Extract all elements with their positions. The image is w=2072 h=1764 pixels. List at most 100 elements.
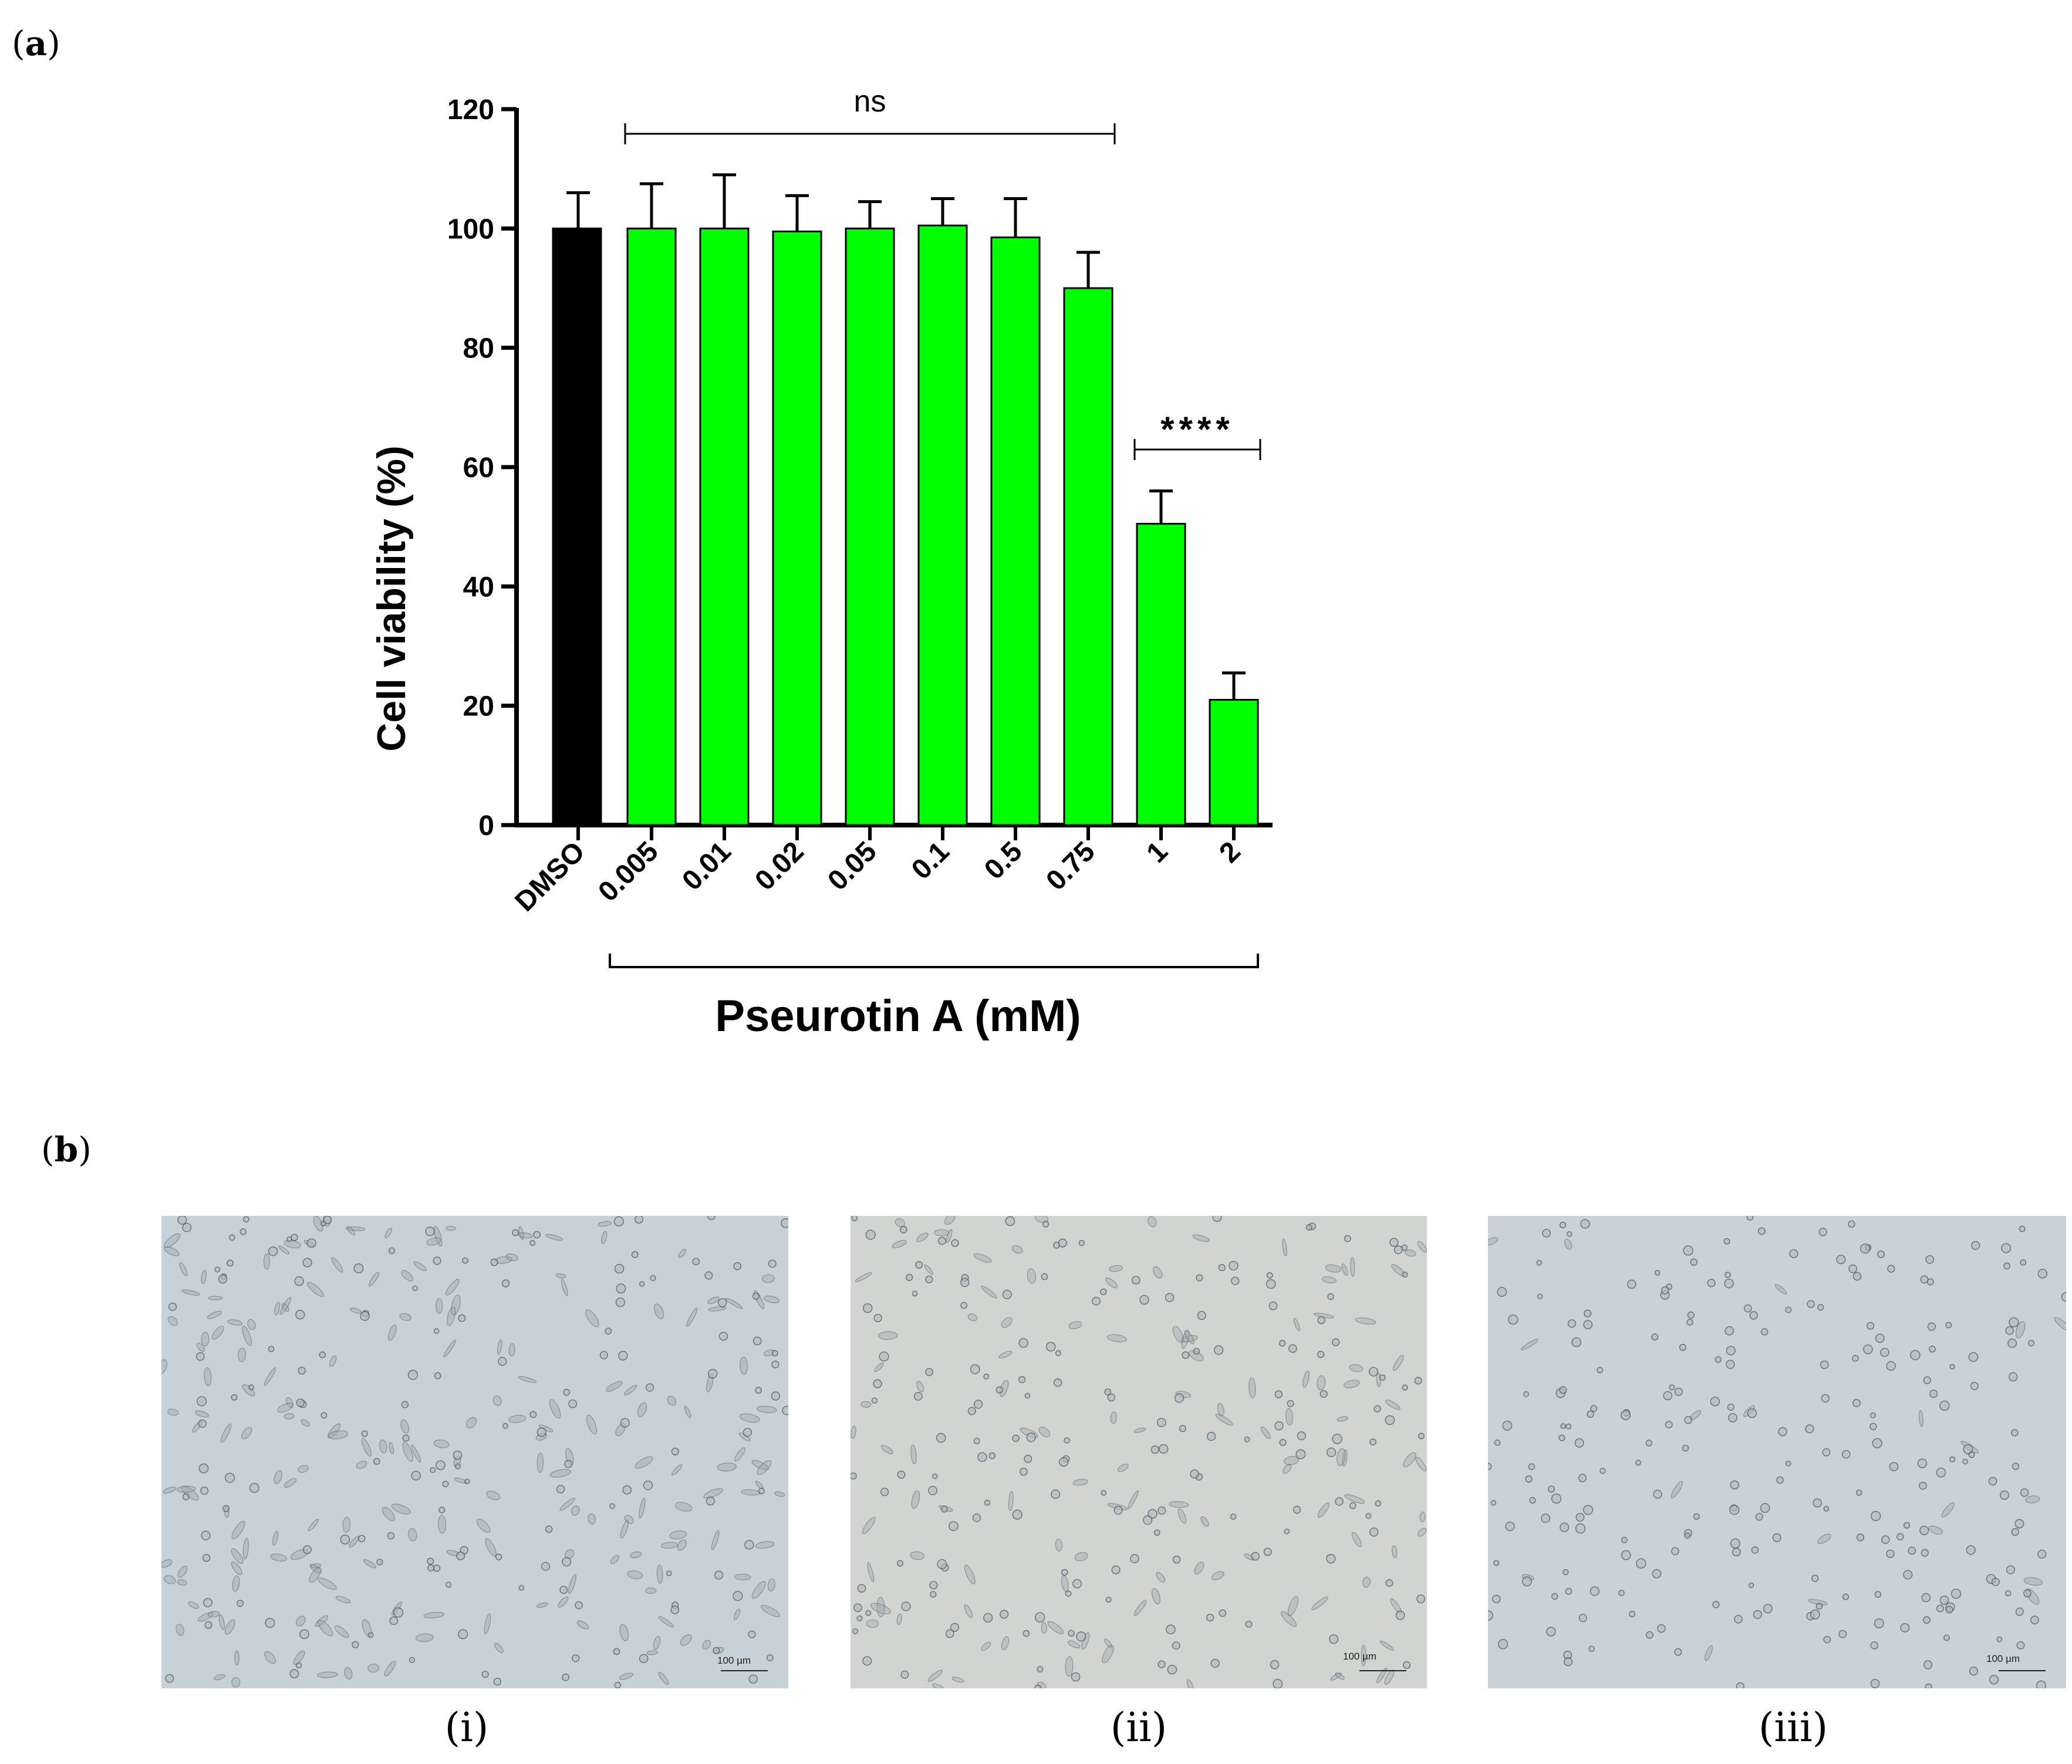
cell-round bbox=[706, 1496, 715, 1506]
cell-round bbox=[622, 1485, 632, 1495]
cell-round bbox=[912, 1290, 918, 1297]
cell-round bbox=[434, 1372, 441, 1380]
cell-round bbox=[1588, 1645, 1595, 1652]
cell-round bbox=[1621, 1536, 1628, 1543]
cell-spindle bbox=[1117, 1464, 1129, 1472]
cell-spindle bbox=[241, 1427, 252, 1439]
cell-spindle bbox=[207, 1310, 222, 1319]
cell-spindle bbox=[1302, 1370, 1310, 1388]
cell-round bbox=[1139, 1295, 1149, 1305]
cell-round bbox=[2030, 1616, 2039, 1625]
cell-spindle bbox=[932, 1683, 946, 1688]
cell-spindle bbox=[188, 1601, 200, 1609]
cell-round bbox=[1266, 1279, 1276, 1289]
cell-spindle bbox=[436, 1297, 443, 1314]
cell-round bbox=[1921, 1593, 1931, 1603]
cell-spindle bbox=[176, 1624, 184, 1636]
cell-round bbox=[1107, 1393, 1116, 1402]
cell-spindle bbox=[734, 1608, 741, 1620]
cell-spindle bbox=[1133, 1427, 1146, 1433]
cell-round bbox=[1645, 1631, 1653, 1639]
cell-round bbox=[1584, 1309, 1592, 1317]
cell-spindle bbox=[661, 1542, 678, 1549]
cell-round bbox=[239, 1228, 247, 1235]
micrograph-caption-i: (i) bbox=[444, 1705, 489, 1751]
cell-round bbox=[168, 1302, 177, 1312]
cell-spindle bbox=[916, 1381, 924, 1393]
cell-round bbox=[1165, 1293, 1175, 1302]
cell-spindle bbox=[684, 1405, 691, 1419]
cell-spindle bbox=[402, 1441, 414, 1462]
cell-spindle bbox=[764, 1295, 780, 1303]
cell-round bbox=[165, 1674, 174, 1683]
cell-round bbox=[1923, 1660, 1933, 1670]
cell-spindle bbox=[277, 1403, 293, 1413]
cell-round bbox=[1870, 1678, 1880, 1688]
cell-round bbox=[1071, 1672, 1081, 1682]
cell-spindle bbox=[408, 1528, 417, 1542]
cell-round bbox=[1789, 1249, 1798, 1258]
cell-spindle bbox=[1941, 1502, 1955, 1518]
cell-round bbox=[501, 1279, 510, 1287]
cell-spindle bbox=[571, 1505, 580, 1516]
cell-round bbox=[302, 1545, 312, 1555]
cell-spindle bbox=[1385, 1400, 1401, 1410]
cell-round bbox=[1379, 1374, 1386, 1381]
cell-round bbox=[1618, 1590, 1625, 1596]
cell-round bbox=[1903, 1570, 1913, 1580]
cell-spindle bbox=[1177, 1508, 1187, 1524]
cell-round bbox=[229, 1234, 235, 1241]
cell-spindle bbox=[910, 1444, 917, 1465]
cell-spindle bbox=[492, 1395, 502, 1406]
cell-spindle bbox=[1041, 1621, 1047, 1634]
cell-round bbox=[2009, 1317, 2019, 1327]
cell-spindle bbox=[855, 1272, 872, 1282]
cell-round bbox=[1113, 1505, 1123, 1515]
cell-round bbox=[940, 1505, 948, 1513]
cell-round bbox=[1925, 1255, 1935, 1264]
cell-spindle bbox=[946, 1229, 953, 1243]
cell-round bbox=[2036, 1680, 2047, 1688]
cell-round bbox=[1927, 1322, 1936, 1331]
cell-spindle bbox=[964, 1604, 973, 1618]
cell-round bbox=[1636, 1558, 1646, 1569]
cell-round bbox=[360, 1311, 370, 1321]
cell-spindle bbox=[508, 1415, 527, 1423]
cell-spindle bbox=[708, 1306, 727, 1312]
cell-spindle bbox=[671, 1464, 683, 1476]
cell-spindle bbox=[384, 1661, 396, 1677]
cell-round bbox=[2028, 1340, 2035, 1347]
cell-round bbox=[203, 1598, 212, 1608]
cell-spindle bbox=[761, 1274, 775, 1283]
cell-round bbox=[427, 1564, 435, 1572]
cell-round bbox=[1880, 1347, 1889, 1357]
cell-round bbox=[1936, 1467, 1946, 1478]
cell-spindle bbox=[445, 1279, 460, 1296]
cell-round bbox=[639, 1654, 649, 1664]
cell-round bbox=[1841, 1449, 1851, 1459]
cell-round bbox=[2023, 1589, 2031, 1597]
cell-round bbox=[1018, 1338, 1028, 1348]
cell-round bbox=[873, 1379, 882, 1388]
cell-round bbox=[1811, 1574, 1819, 1582]
cell-spindle bbox=[344, 1667, 353, 1680]
cell-round bbox=[1002, 1289, 1012, 1300]
cell-round bbox=[1645, 1439, 1653, 1447]
cell-round bbox=[458, 1629, 468, 1640]
cell-round bbox=[1919, 1526, 1929, 1536]
cell-round bbox=[970, 1364, 980, 1374]
cell-round bbox=[1024, 1455, 1032, 1463]
cell-spindle bbox=[218, 1614, 225, 1630]
cell-spindle bbox=[1392, 1354, 1404, 1371]
cell-spindle bbox=[635, 1456, 653, 1469]
cell-round bbox=[1279, 1439, 1287, 1447]
cell-spindle bbox=[195, 1410, 210, 1418]
cell-round bbox=[1018, 1376, 1026, 1384]
cell-round bbox=[928, 1486, 938, 1496]
cell-round bbox=[983, 1613, 993, 1623]
cell-round bbox=[1566, 1231, 1572, 1237]
cell-spindle bbox=[278, 1245, 289, 1255]
cell-spindle bbox=[167, 1316, 178, 1326]
x-tick-label: 0.01 bbox=[676, 836, 737, 897]
cell-round bbox=[856, 1615, 863, 1621]
